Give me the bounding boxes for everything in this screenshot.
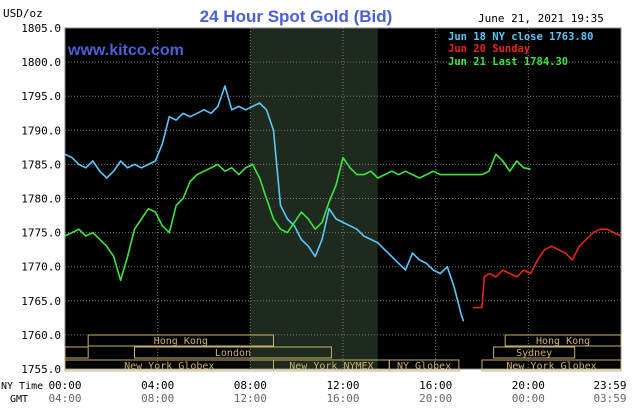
legend-item-jun20: Jun 20 Sunday	[448, 43, 531, 55]
market-session-label: New York NYMEX	[289, 361, 373, 372]
y-tick-label: 1775.0	[21, 227, 61, 240]
y-tick-label: 1795.0	[21, 90, 61, 103]
x-tick-label-gmt: 20:00	[419, 392, 452, 405]
y-tick-label: 1800.0	[21, 56, 61, 69]
market-session-label: Hong Kong	[154, 336, 208, 347]
x-tick-label-ny: 00:00	[48, 379, 81, 392]
y-tick-label: 1770.0	[21, 261, 61, 274]
y-tick-label: 1760.0	[21, 329, 61, 342]
market-session-label: New York Globex	[124, 361, 214, 372]
y-tick-label: 1755.0	[21, 363, 61, 376]
x-row-label-ny: NY Time	[1, 381, 43, 392]
chart-title: 24 Hour Spot Gold (Bid)	[200, 7, 393, 26]
x-tick-label-gmt: 04:00	[48, 392, 81, 405]
market-session-label: NY Globex	[397, 361, 451, 372]
market-session-bar	[388, 359, 460, 372]
x-tick-label-ny: 08:00	[234, 379, 267, 392]
market-session-bar	[87, 334, 274, 347]
legend-item-jun18: Jun 18 NY close 1763.80	[448, 31, 593, 43]
kitco-watermark: www.kitco.com	[67, 42, 184, 59]
plot-border	[64, 27, 622, 370]
market-session-bar	[493, 346, 576, 359]
y-tick-label: 1785.0	[21, 158, 61, 171]
legend: Jun 18 NY close 1763.80 Jun 20 Sunday Ju…	[448, 31, 593, 68]
market-session-bar	[481, 359, 622, 372]
market-session-bar	[134, 346, 332, 359]
y-tick-label: 1805.0	[21, 22, 61, 35]
market-session-bar	[64, 346, 89, 359]
market-session-label: London	[215, 348, 251, 359]
x-row-label-gmt: GMT	[10, 394, 28, 405]
x-tick-label-ny: 20:00	[512, 379, 545, 392]
market-session-label: New York Globex	[506, 361, 596, 372]
x-tick-label-ny: 16:00	[419, 379, 452, 392]
series-line	[64, 85, 465, 322]
x-tick-label-ny: 23:59	[593, 379, 626, 392]
x-tick-label-ny: 12:00	[326, 379, 359, 392]
market-session-label: Hong Kong	[536, 336, 590, 347]
market-session-label: Sydney	[516, 348, 552, 359]
y-tick-label: 1780.0	[21, 193, 61, 206]
series-line	[64, 153, 531, 282]
x-tick-label-ny: 04:00	[141, 379, 174, 392]
series-line	[472, 228, 622, 309]
x-tick-label-gmt: 12:00	[234, 392, 267, 405]
x-tick-label-gmt: 03:59	[593, 392, 626, 405]
market-session-bar	[504, 334, 622, 347]
timestamp: June 21, 2021 19:35	[478, 12, 604, 25]
legend-item-jun21: Jun 21 Last 1784.30	[448, 56, 568, 68]
y-tick-label: 1765.0	[21, 295, 61, 308]
x-tick-label-gmt: 08:00	[141, 392, 174, 405]
x-tick-label-gmt: 16:00	[326, 392, 359, 405]
y-tick-label: 1790.0	[21, 124, 61, 137]
y-axis-unit-label: USD/oz	[3, 7, 43, 20]
x-tick-label-gmt: 00:00	[512, 392, 545, 405]
